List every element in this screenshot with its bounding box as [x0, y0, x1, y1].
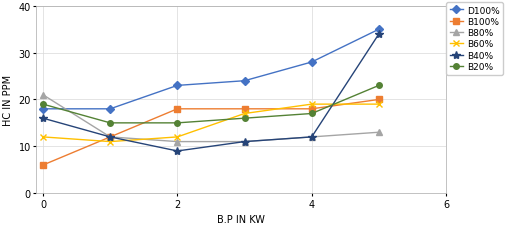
B20% — [107, 122, 113, 125]
B20% — [375, 85, 381, 87]
B40% — [174, 150, 180, 153]
B100% — [174, 108, 180, 111]
X-axis label: B.P IN KW: B.P IN KW — [217, 214, 265, 224]
Legend: D100%, B100%, B80%, B60%, B40%, B20%: D100%, B100%, B80%, B60%, B40%, B20% — [445, 3, 502, 75]
B80% — [40, 94, 46, 97]
B20% — [40, 103, 46, 106]
Line: D100%: D100% — [40, 27, 381, 112]
D100% — [107, 108, 113, 111]
Line: B80%: B80% — [40, 93, 381, 145]
B20% — [241, 117, 247, 120]
B20% — [174, 122, 180, 125]
B80% — [241, 141, 247, 143]
Line: B100%: B100% — [40, 97, 381, 168]
B100% — [40, 164, 46, 167]
B60% — [241, 113, 247, 115]
B60% — [308, 103, 314, 106]
D100% — [308, 61, 314, 64]
B100% — [308, 108, 314, 111]
D100% — [174, 85, 180, 87]
B20% — [308, 113, 314, 115]
B80% — [375, 131, 381, 134]
B40% — [375, 33, 381, 36]
B60% — [174, 136, 180, 139]
Line: B40%: B40% — [39, 31, 382, 155]
D100% — [40, 108, 46, 111]
Line: B60%: B60% — [39, 101, 382, 146]
B80% — [308, 136, 314, 139]
B60% — [375, 103, 381, 106]
D100% — [241, 80, 247, 83]
B60% — [40, 136, 46, 139]
B80% — [174, 141, 180, 143]
D100% — [375, 29, 381, 31]
B40% — [308, 136, 314, 139]
B100% — [107, 136, 113, 139]
B40% — [241, 141, 247, 143]
B60% — [107, 141, 113, 143]
B100% — [375, 99, 381, 101]
B80% — [107, 136, 113, 139]
Y-axis label: HC IN PPM: HC IN PPM — [3, 74, 13, 126]
B40% — [107, 136, 113, 139]
Line: B20%: B20% — [40, 83, 381, 126]
B40% — [40, 117, 46, 120]
B100% — [241, 108, 247, 111]
